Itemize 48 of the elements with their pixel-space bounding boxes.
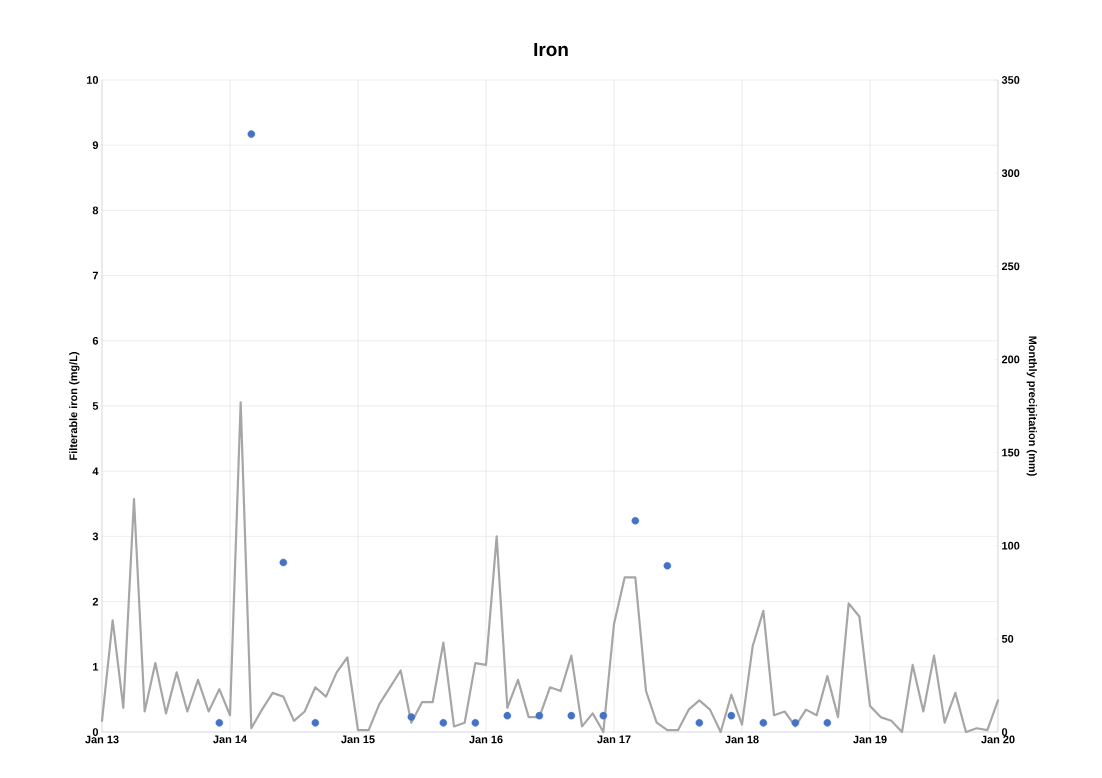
y-tick-label: 8: [92, 206, 99, 215]
y-tick-label: 0: [92, 728, 99, 736]
y2-tick-label: 100: [1002, 541, 1020, 550]
point: [695, 719, 704, 727]
y2-axis-title: Monthly precipitation (mm): [1026, 336, 1037, 476]
y-tick-label: 4: [92, 467, 99, 475]
y2-tick-label: 50: [1001, 634, 1014, 643]
point: [503, 711, 512, 720]
x-tick-label: Jan 17: [597, 735, 631, 744]
point: [599, 711, 608, 720]
point: [535, 711, 544, 720]
y2-tick-label: 200: [1001, 355, 1020, 364]
point: [471, 719, 480, 727]
y-tick-label: 1: [93, 663, 99, 671]
y-tick-label: 2: [92, 597, 99, 606]
x-tick-label: Jan 19: [853, 735, 887, 744]
x-tick-label: Jan 15: [341, 735, 375, 744]
chart-title: Iron: [534, 42, 568, 57]
x-tick-label: Jan 20: [981, 735, 1015, 744]
y2-tick-label: 250: [1001, 262, 1020, 271]
x-tick-label: Jan 13: [85, 735, 119, 744]
y2-tick-label: 350: [1001, 76, 1020, 84]
y-tick-label: 7: [92, 271, 98, 280]
point: [311, 719, 320, 727]
point: [823, 719, 832, 727]
point: [279, 558, 288, 567]
point: [247, 130, 256, 138]
y2-tick-label: 150: [1002, 448, 1020, 457]
point: [407, 713, 416, 721]
point: [439, 719, 448, 727]
x-tick-label: Jan 18: [725, 735, 759, 744]
y-axis-title: Filterable iron (mg/L): [69, 352, 80, 460]
x-tick-label: Jan 14: [213, 735, 247, 744]
y-tick-label: 5: [92, 402, 99, 410]
point: [215, 719, 224, 727]
y2-tick-label: 300: [1001, 169, 1020, 178]
point: [631, 516, 640, 525]
x-tick-label: Jan 16: [469, 735, 503, 744]
point: [567, 711, 576, 720]
point: [663, 561, 672, 570]
y-tick-label: 10: [86, 76, 99, 84]
y-tick-label: 3: [92, 532, 99, 541]
point: [791, 719, 800, 727]
y2-tick-label: 0: [1001, 728, 1008, 736]
point: [759, 719, 768, 727]
y-tick-label: 9: [92, 141, 99, 150]
point: [727, 711, 736, 720]
y-tick-label: 6: [92, 336, 99, 345]
